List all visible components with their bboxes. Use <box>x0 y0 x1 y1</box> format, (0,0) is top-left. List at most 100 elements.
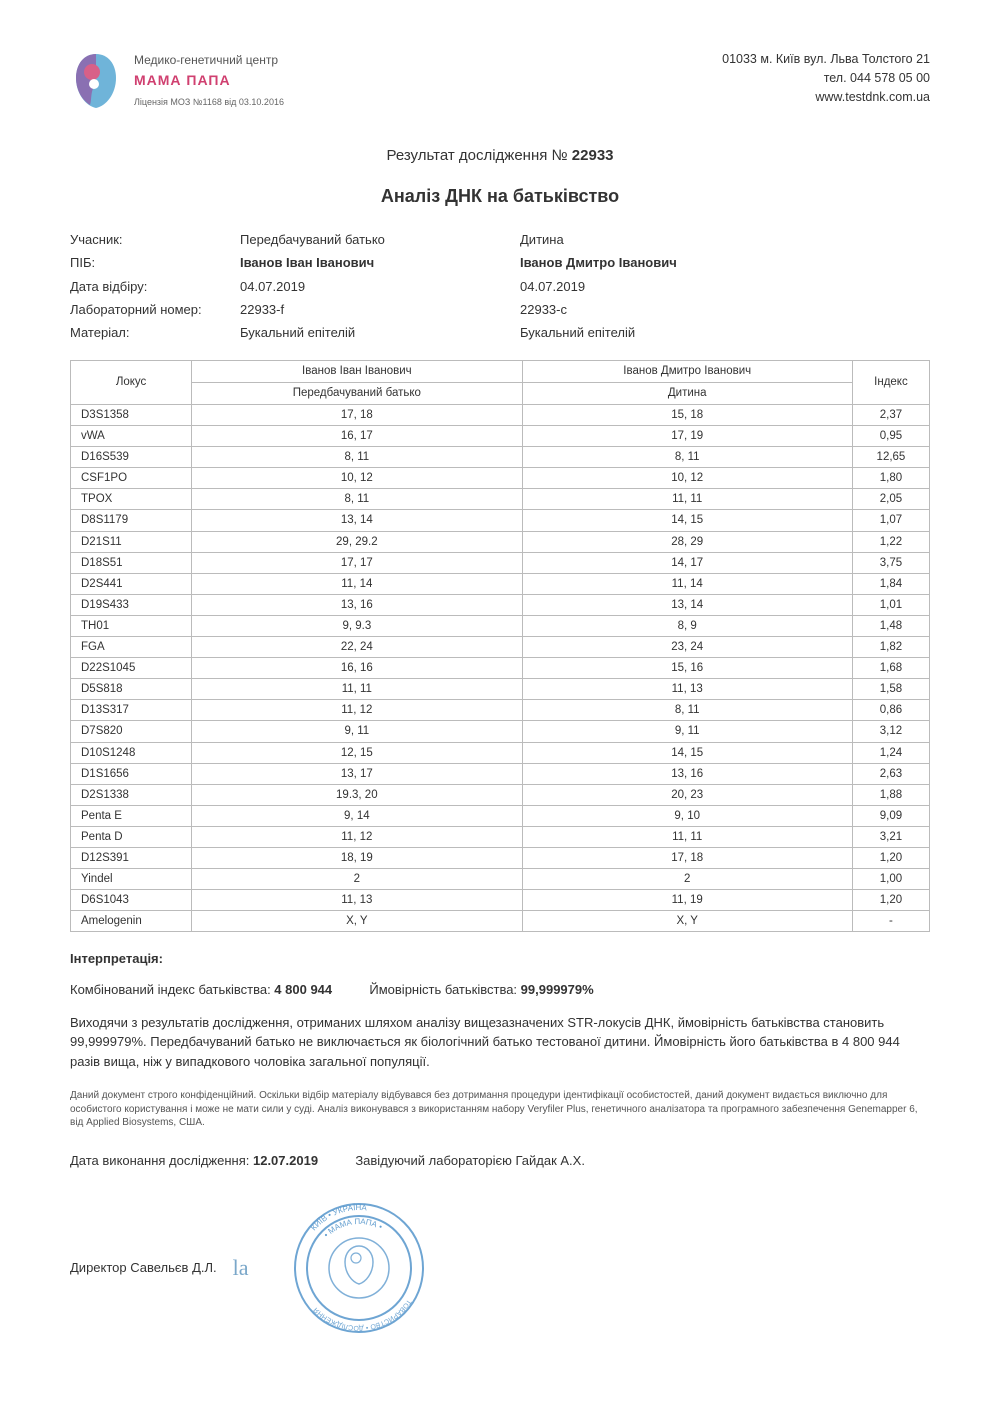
label-participant: Учасник: <box>70 231 240 249</box>
interp-summary: Комбінований індекс батьківства: 4 800 9… <box>70 981 930 999</box>
table-head: Локус Іванов Іван Іванович Іванов Дмитро… <box>71 361 930 405</box>
logo-icon <box>70 50 122 110</box>
cell-father: 13, 17 <box>192 763 522 784</box>
child-lab: 22933-c <box>520 301 930 319</box>
cell-locus: FGA <box>71 637 192 658</box>
table-row: AmelogeninX, YX, Y- <box>71 911 930 932</box>
cell-locus: Penta D <box>71 826 192 847</box>
father-name: Іванов Іван Іванович <box>240 254 520 272</box>
table-row: D13S31711, 128, 110,86 <box>71 700 930 721</box>
exec-date-label: Дата виконання дослідження: <box>70 1153 253 1168</box>
table-row: D18S5117, 1714, 173,75 <box>71 552 930 573</box>
cell-index: 1,00 <box>852 869 929 890</box>
child-role: Дитина <box>520 231 930 249</box>
table-row: D10S124812, 1514, 151,24 <box>71 742 930 763</box>
cell-locus: CSF1PO <box>71 468 192 489</box>
th-father-role: Передбачуваний батько <box>192 383 522 405</box>
th-index: Індекс <box>852 361 929 405</box>
cell-father: 17, 18 <box>192 405 522 426</box>
cell-index: 0,86 <box>852 700 929 721</box>
contact-site: www.testdnk.com.ua <box>722 88 930 107</box>
cell-child: 11, 13 <box>522 679 852 700</box>
cell-locus: TH01 <box>71 615 192 636</box>
table-row: vWA16, 1717, 190,95 <box>71 426 930 447</box>
th-child-role: Дитина <box>522 383 852 405</box>
material-row: Матеріал: Букальний епітелій Букальний е… <box>70 324 930 342</box>
prob-label: Ймовірність батьківства: <box>369 982 520 997</box>
father-role: Передбачуваний батько <box>240 231 520 249</box>
cell-child: 14, 15 <box>522 742 852 763</box>
org-name: МАМА ПАПА <box>134 71 284 91</box>
label-material: Матеріал: <box>70 324 240 342</box>
cell-locus: Yindel <box>71 869 192 890</box>
result-number-value: 22933 <box>572 147 614 164</box>
cell-child: 14, 15 <box>522 510 852 531</box>
cell-father: 13, 16 <box>192 594 522 615</box>
signature-mark: la <box>233 1253 249 1284</box>
cell-father: 16, 17 <box>192 426 522 447</box>
cell-locus: D12S391 <box>71 847 192 868</box>
cell-child: 17, 18 <box>522 847 852 868</box>
cell-locus: D19S433 <box>71 594 192 615</box>
table-row: CSF1PO10, 1210, 121,80 <box>71 468 930 489</box>
cell-father: X, Y <box>192 911 522 932</box>
header-left: Медико-генетичний центр МАМА ПАПА Ліценз… <box>70 50 284 110</box>
contact-address: 01033 м. Київ вул. Льва Толстого 21 <box>722 50 930 69</box>
table-row: D6S104311, 1311, 191,20 <box>71 890 930 911</box>
disclaimer-text: Даний документ строго конфіденційний. Ос… <box>70 1089 930 1130</box>
cell-locus: D6S1043 <box>71 890 192 911</box>
org-subtitle: Медико-генетичний центр <box>134 52 284 69</box>
cell-index: 1,80 <box>852 468 929 489</box>
cell-child: 8, 9 <box>522 615 852 636</box>
cell-father: 9, 11 <box>192 721 522 742</box>
cell-index: 1,68 <box>852 658 929 679</box>
cell-child: 15, 18 <box>522 405 852 426</box>
cell-index: 1,88 <box>852 784 929 805</box>
cell-child: 15, 16 <box>522 658 852 679</box>
cell-father: 12, 15 <box>192 742 522 763</box>
label-name: ПІБ: <box>70 254 240 272</box>
result-number-line: Результат дослідження № 22933 <box>70 145 930 166</box>
table-row: D8S117913, 1414, 151,07 <box>71 510 930 531</box>
cell-child: 8, 11 <box>522 700 852 721</box>
cell-father: 18, 19 <box>192 847 522 868</box>
stamp-icon: КИЇВ • УКРАЇНА • МАМА ПАПА • ТОВАРИСТВО … <box>289 1198 429 1338</box>
label-date: Дата відбіру: <box>70 278 240 296</box>
cell-locus: D10S1248 <box>71 742 192 763</box>
cell-child: 11, 11 <box>522 826 852 847</box>
cell-child: 11, 11 <box>522 489 852 510</box>
child-material: Букальний епітелій <box>520 324 930 342</box>
cell-father: 9, 14 <box>192 805 522 826</box>
cell-father: 22, 24 <box>192 637 522 658</box>
cell-father: 19.3, 20 <box>192 784 522 805</box>
cell-child: 9, 10 <box>522 805 852 826</box>
father-lab: 22933-f <box>240 301 520 319</box>
cell-locus: D21S11 <box>71 531 192 552</box>
cell-index: 2,05 <box>852 489 929 510</box>
lab-head: Завідуючий лабораторією Гайдак А.Х. <box>355 1153 585 1168</box>
table-row: TPOX8, 1111, 112,05 <box>71 489 930 510</box>
cell-locus: D16S539 <box>71 447 192 468</box>
date-row: Дата відбіру: 04.07.2019 04.07.2019 <box>70 278 930 296</box>
table-body: D3S135817, 1815, 182,37vWA16, 1717, 190,… <box>71 405 930 932</box>
cell-index: 1,48 <box>852 615 929 636</box>
th-father-name: Іванов Іван Іванович <box>192 361 522 383</box>
cell-father: 17, 17 <box>192 552 522 573</box>
cell-father: 11, 14 <box>192 573 522 594</box>
father-material: Букальний епітелій <box>240 324 520 342</box>
father-date: 04.07.2019 <box>240 278 520 296</box>
cell-index: 0,95 <box>852 426 929 447</box>
result-number-label: Результат дослідження № <box>386 147 571 164</box>
cell-index: 2,63 <box>852 763 929 784</box>
table-row: Penta D11, 1211, 113,21 <box>71 826 930 847</box>
cell-child: 14, 17 <box>522 552 852 573</box>
combined-value: 4 800 944 <box>274 982 332 997</box>
table-row: TH019, 9.38, 91,48 <box>71 615 930 636</box>
cell-index: 12,65 <box>852 447 929 468</box>
cell-child: 2 <box>522 869 852 890</box>
cell-locus: vWA <box>71 426 192 447</box>
table-row: D12S39118, 1917, 181,20 <box>71 847 930 868</box>
cell-index: 1,24 <box>852 742 929 763</box>
cell-index: 1,20 <box>852 890 929 911</box>
cell-index: 3,75 <box>852 552 929 573</box>
